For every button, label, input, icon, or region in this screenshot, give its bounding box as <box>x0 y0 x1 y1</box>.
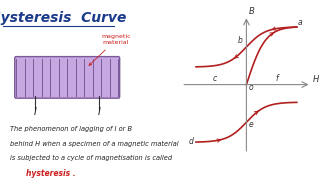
Text: e: e <box>249 120 253 129</box>
Text: magnetic
material: magnetic material <box>89 34 131 65</box>
Text: behind H when a specimen of a magnetic material: behind H when a specimen of a magnetic m… <box>10 140 178 147</box>
Text: hysteresis .: hysteresis . <box>26 169 75 178</box>
Text: H: H <box>313 75 319 84</box>
Text: Hysteresis  Curve: Hysteresis Curve <box>0 11 126 25</box>
FancyBboxPatch shape <box>15 57 120 98</box>
Text: c: c <box>213 74 217 83</box>
Text: f: f <box>276 74 278 83</box>
Text: o: o <box>249 83 253 92</box>
Text: d: d <box>188 137 194 146</box>
Text: B: B <box>249 7 255 16</box>
Text: b: b <box>237 37 242 46</box>
Text: is subjected to a cycle of magnetisation is called: is subjected to a cycle of magnetisation… <box>10 155 172 161</box>
Text: a: a <box>298 18 303 27</box>
Text: The phenomenon of lagging of I or B: The phenomenon of lagging of I or B <box>10 126 132 132</box>
Text: I: I <box>98 107 100 117</box>
Text: I: I <box>34 107 36 117</box>
